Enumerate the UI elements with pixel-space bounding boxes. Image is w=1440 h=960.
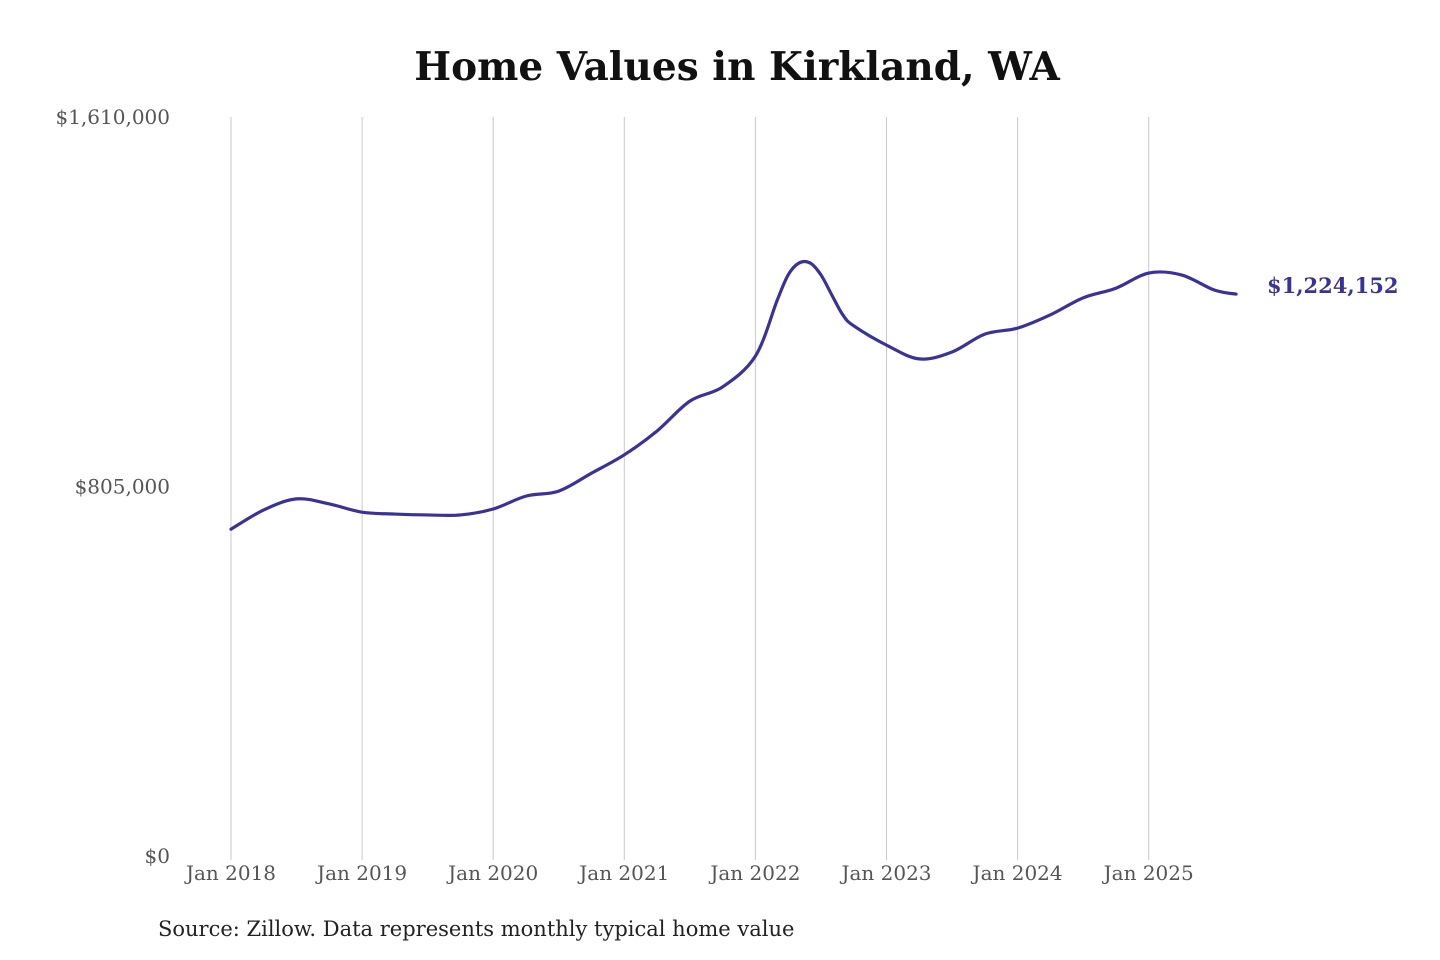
x-tick-label: Jan 2023 (839, 861, 931, 885)
x-tick-label: Jan 2019 (315, 861, 407, 885)
y-tick-label: $1,610,000 (55, 105, 170, 129)
source-note: Source: Zillow. Data represents monthly … (158, 917, 795, 941)
x-tick-label: Jan 2022 (708, 861, 800, 885)
series-line (229, 259, 1238, 531)
end-value-label: $1,224,152 (1267, 273, 1399, 298)
y-tick-label: $0 (145, 844, 170, 868)
x-tick-label: Jan 2020 (446, 861, 538, 885)
x-tick-label: Jan 2025 (1102, 861, 1194, 885)
x-tick-label: Jan 2021 (577, 861, 669, 885)
x-tick-label: Jan 2018 (184, 861, 276, 885)
chart-title: Home Values in Kirkland, WA (414, 44, 1060, 90)
y-tick-label: $805,000 (75, 475, 170, 499)
x-tick-label: Jan 2024 (971, 861, 1063, 885)
